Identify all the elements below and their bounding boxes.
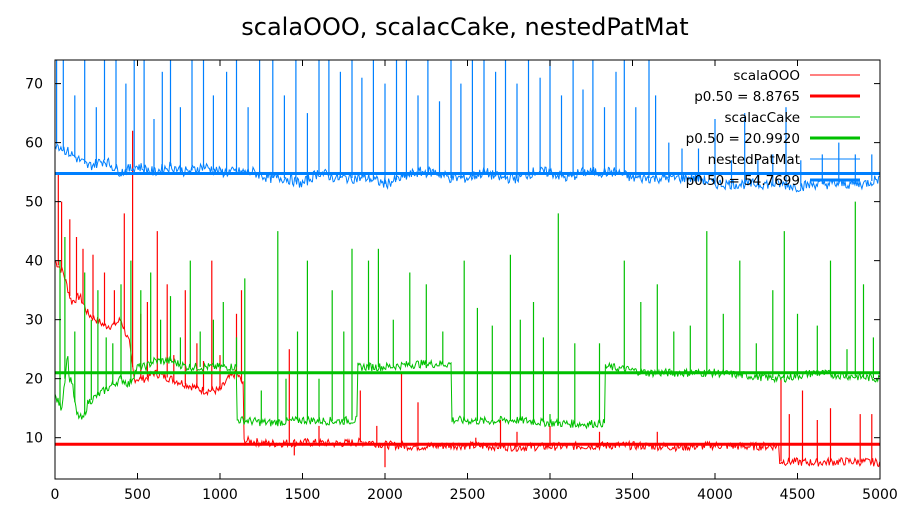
x-tick-label: 2000 [367, 487, 403, 503]
x-tick-label: 500 [124, 487, 151, 503]
x-tick-label: 3000 [532, 487, 568, 503]
x-tick-label: 3500 [615, 487, 651, 503]
legend-median-label-scalacCake: p0.50 = 20.9920 [686, 131, 800, 147]
series-scalacCake [55, 201, 880, 430]
y-tick-label: 60 [25, 136, 43, 152]
series-line-scalacCake [55, 355, 880, 430]
legend-label-scalacCake: scalacCake [724, 110, 800, 126]
x-tick-label: 5000 [862, 487, 898, 503]
y-tick-label: 40 [25, 254, 43, 270]
x-tick-label: 2500 [450, 487, 486, 503]
y-tick-label: 10 [25, 431, 43, 447]
legend-median-label-scalaOOO: p0.50 = 8.8765 [694, 89, 800, 105]
legend-label-nestedPatMat: nestedPatMat [708, 152, 800, 168]
series-nestedPatMat [55, 60, 880, 193]
y-tick-label: 30 [25, 313, 43, 329]
y-tick-label: 50 [25, 195, 43, 211]
y-tick-label: 70 [25, 77, 43, 93]
x-tick-label: 4000 [697, 487, 733, 503]
x-tick-label: 1000 [202, 487, 238, 503]
x-tick-label: 1500 [285, 487, 321, 503]
legend-label-scalaOOO: scalaOOO [733, 68, 800, 84]
legend-median-label-nestedPatMat: p0.50 = 54.7699 [686, 173, 800, 189]
y-tick-label: 20 [25, 372, 43, 388]
legend: scalaOOO p0.50 = 8.8765 scalacCake p0.50 = … [686, 68, 860, 189]
axes: 0 500 1000 1500 2000 2500 3000 3500 4000 4500 5000… [25, 60, 898, 503]
x-tick-label: 4500 [780, 487, 816, 503]
chart-title: scalaOOO, scalacCake, nestedPatMat [241, 13, 688, 41]
plot-area [55, 60, 880, 468]
x-tick-label: 0 [51, 487, 60, 503]
